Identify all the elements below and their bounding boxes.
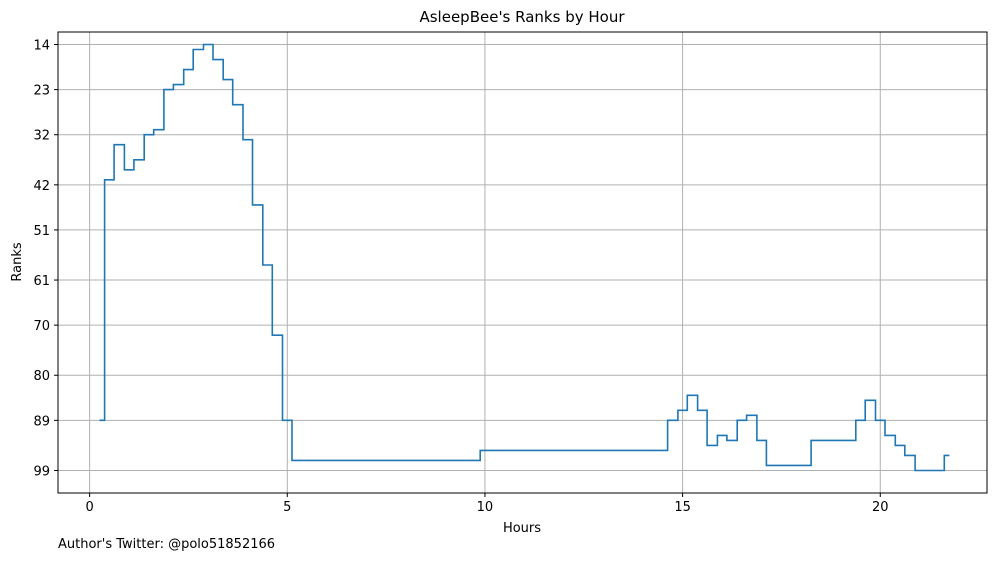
y-tick-label: 61 — [33, 274, 50, 289]
x-tick-label: 5 — [283, 500, 291, 515]
y-tick-label: 42 — [33, 179, 50, 194]
y-tick-label: 70 — [33, 319, 50, 334]
y-axis-label: Ranks — [10, 242, 25, 281]
y-tick-label: 51 — [33, 224, 50, 239]
plot-frame — [57, 31, 988, 494]
author-credit: Author's Twitter: @polo51852166 — [58, 537, 276, 552]
x-tick-label: 10 — [477, 500, 494, 515]
y-tick-label: 89 — [33, 414, 50, 429]
chart-title: AsleepBee's Ranks by Hour — [419, 8, 625, 26]
x-tick-label: 20 — [872, 500, 889, 515]
y-tick-label: 14 — [33, 39, 50, 54]
grid-lines — [58, 32, 987, 493]
rank-line-series — [99, 43, 950, 472]
x-axis-label: Hours — [503, 521, 541, 536]
x-axis-ticks: 0 5 10 15 20 — [85, 493, 889, 515]
y-tick-label: 32 — [33, 129, 50, 144]
x-tick-label: 0 — [85, 500, 93, 515]
x-tick-label: 15 — [674, 500, 691, 515]
y-tick-label: 80 — [33, 369, 50, 384]
y-axis-ticks: 14 23 32 42 51 61 70 80 89 99 — [33, 39, 58, 479]
y-tick-label: 99 — [33, 464, 50, 479]
y-tick-label: 23 — [33, 84, 50, 99]
